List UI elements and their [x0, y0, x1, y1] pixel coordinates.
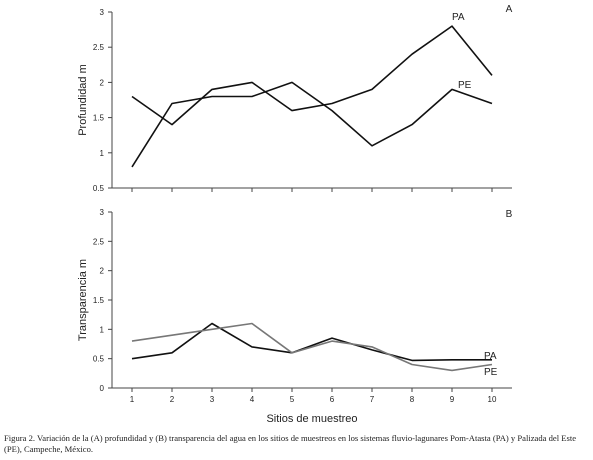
y-tick-label: 0.5 [93, 184, 105, 193]
x-axis-title: Sitios de muestreo [266, 413, 357, 425]
y-tick-label: 0 [100, 384, 105, 393]
y-tick-label: 2.5 [93, 237, 105, 246]
series-line-pe [131, 25, 493, 126]
panel-b: 0 0.5 1 1.5 2 2.5 3 1 2 3 4 5 6 7 8 9 10 Transparencia m S… [77, 208, 513, 425]
panel-letter: A [506, 4, 513, 15]
y-tick-label: 2 [100, 78, 105, 87]
x-tick-label: 10 [488, 395, 497, 404]
y-tick-label: 1.5 [93, 296, 105, 305]
y-tick-label: 1 [100, 149, 105, 158]
y-tick-label: 3 [100, 8, 105, 17]
y-axis-title: Transparencia m [77, 259, 89, 341]
series-label-pa: PA [484, 351, 497, 362]
x-tick-label: 9 [450, 395, 455, 404]
series-line-pa [131, 81, 493, 168]
series-label-pa: PA [452, 12, 465, 23]
x-tick-label: 7 [370, 395, 375, 404]
panel-letter: B [506, 209, 513, 220]
x-tick-label: 6 [330, 395, 335, 404]
panel-a: 0.5 1 1.5 2 2.5 3 Profundidad m A PA PE [77, 4, 513, 193]
series-line-pe [131, 322, 493, 372]
x-tick-label: 2 [170, 395, 175, 404]
series-label-pe: PE [484, 367, 498, 378]
x-tick-label: 8 [410, 395, 415, 404]
y-tick-label: 2.5 [93, 43, 105, 52]
series-line-pa [131, 322, 492, 362]
series-label-pe: PE [458, 80, 472, 91]
x-tick-label: 3 [210, 395, 215, 404]
y-tick-label: 1.5 [93, 114, 105, 123]
x-tick-label: 4 [250, 395, 255, 404]
x-tick-label: 1 [130, 395, 135, 404]
y-tick-label: 3 [100, 208, 105, 217]
y-axis-title: Profundidad m [77, 64, 89, 136]
figure-caption: Figura 2. Variación de la (A) profundida… [4, 433, 577, 454]
y-tick-label: 1 [100, 325, 105, 334]
y-tick-label: 0.5 [93, 355, 105, 364]
x-tick-label: 5 [290, 395, 295, 404]
y-tick-label: 2 [100, 267, 105, 276]
